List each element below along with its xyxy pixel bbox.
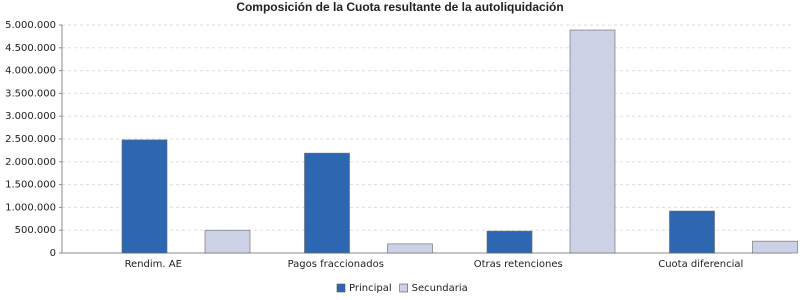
legend-swatch <box>399 283 408 293</box>
bar <box>752 240 798 254</box>
y-tick-label: 0 <box>50 248 56 259</box>
x-tick-label: Rendim. AE <box>125 259 182 270</box>
x-tick-label: Otras retenciones <box>474 259 563 270</box>
x-tick-label: Pagos fraccionados <box>288 259 384 270</box>
y-tick-label: 3.000.000 <box>5 111 56 122</box>
y-tick-label: 2.000.000 <box>5 157 56 168</box>
bar <box>121 139 168 254</box>
y-tick-label: 1.500.000 <box>5 180 56 191</box>
y-tick-label: 3.500.000 <box>5 88 56 99</box>
y-tick-label: 5.000.000 <box>5 20 56 31</box>
chart-title: Composición de la Cuota resultante de la… <box>236 0 563 14</box>
bar <box>387 243 433 254</box>
y-tick-label: 4.500.000 <box>5 43 56 54</box>
legend-label: Secundaria <box>412 283 468 294</box>
y-tick-label: 4.000.000 <box>5 66 56 77</box>
bar <box>569 29 616 254</box>
y-tick-label: 500.000 <box>15 225 56 236</box>
bar <box>304 152 350 254</box>
bar <box>204 229 251 254</box>
legend-swatch <box>336 283 346 293</box>
legend-label: Principal <box>349 283 392 294</box>
x-tick-label: Cuota diferencial <box>658 259 743 270</box>
bar <box>669 210 715 254</box>
y-tick-label: 1.000.000 <box>5 202 56 213</box>
y-tick-label: 2.500.000 <box>5 134 56 145</box>
bar <box>486 230 533 254</box>
